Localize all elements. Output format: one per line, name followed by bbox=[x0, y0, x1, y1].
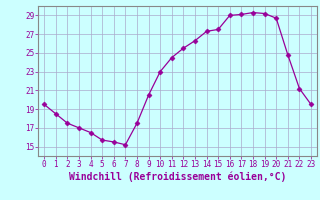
X-axis label: Windchill (Refroidissement éolien,°C): Windchill (Refroidissement éolien,°C) bbox=[69, 172, 286, 182]
